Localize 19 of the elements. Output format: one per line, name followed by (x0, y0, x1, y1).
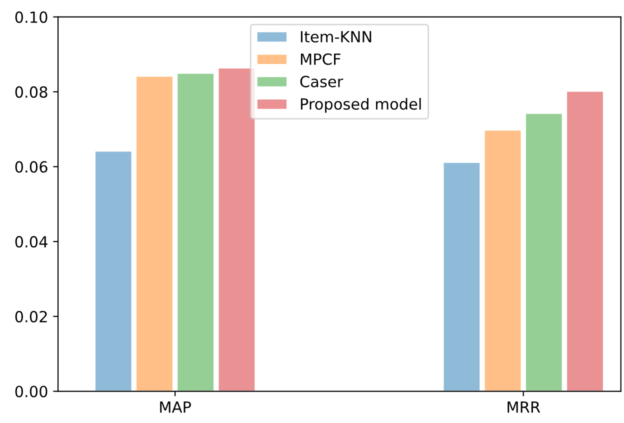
legend-label: Proposed model (300, 98, 421, 113)
legend-label: MPCF (300, 53, 340, 65)
y-tick-label: 0.10 (15, 11, 48, 23)
y-tick-label: 0.04 (15, 236, 48, 248)
bar (442, 161, 482, 392)
bar (566, 90, 604, 392)
y-tick-label: 0.00 (15, 386, 48, 398)
bar (176, 72, 215, 392)
bar (94, 150, 133, 392)
x-tick-label: MAP (160, 401, 191, 413)
bar (135, 75, 174, 392)
y-tick-label: 0.06 (15, 161, 48, 173)
y-tick-label: 0.08 (15, 86, 48, 98)
legend-label: Item-KNN (300, 31, 372, 42)
y-tick-label: 0.02 (15, 310, 47, 322)
bar (483, 129, 522, 392)
legend-label: Caser (300, 76, 344, 88)
x-tick-label: MRR (508, 401, 540, 413)
bar (524, 112, 564, 392)
